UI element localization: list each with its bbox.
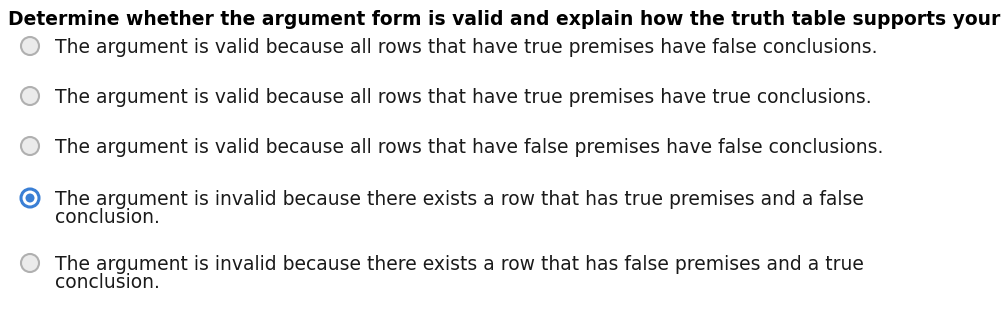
Circle shape bbox=[25, 194, 34, 202]
Circle shape bbox=[21, 137, 39, 155]
Text: conclusion.: conclusion. bbox=[55, 208, 159, 227]
Circle shape bbox=[21, 189, 39, 207]
Text: The argument is valid because all rows that have true premises have false conclu: The argument is valid because all rows t… bbox=[55, 38, 877, 57]
Circle shape bbox=[21, 87, 39, 105]
Text: The argument is valid because all rows that have true premises have true conclus: The argument is valid because all rows t… bbox=[55, 88, 871, 107]
Circle shape bbox=[21, 254, 39, 272]
Text: Determine whether the argument form is valid and explain how the truth table sup: Determine whether the argument form is v… bbox=[8, 10, 1002, 29]
Circle shape bbox=[21, 37, 39, 55]
Text: The argument is invalid because there exists a row that has false premises and a: The argument is invalid because there ex… bbox=[55, 255, 863, 274]
Text: The argument is invalid because there exists a row that has true premises and a : The argument is invalid because there ex… bbox=[55, 190, 863, 209]
Text: The argument is valid because all rows that have false premises have false concl: The argument is valid because all rows t… bbox=[55, 138, 883, 157]
Text: conclusion.: conclusion. bbox=[55, 273, 159, 292]
